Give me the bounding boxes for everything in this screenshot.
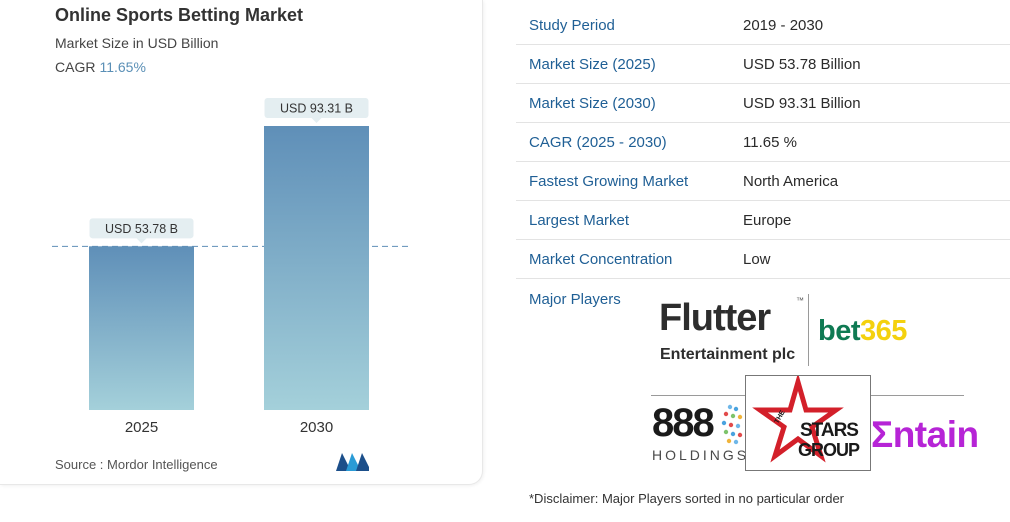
flutter-tm: ™ — [796, 296, 804, 305]
row-key: CAGR (2025 - 2030) — [529, 133, 667, 151]
row-value: 11.65 % — [743, 133, 797, 151]
mordor-intelligence-logo — [336, 453, 369, 471]
row-key: Fastest Growing Market — [529, 172, 689, 190]
flutter-logo: Flutter — [659, 297, 771, 339]
row-value: Europe — [743, 211, 792, 229]
data-label-text: USD 93.31 B — [280, 102, 353, 116]
888-holdings-subtitle: HOLDINGS — [652, 447, 750, 463]
data-label-text: USD 53.78 B — [105, 222, 178, 236]
row-value: Low — [743, 250, 771, 268]
row-value: USD 93.31 Billion — [743, 94, 861, 112]
table-row: Market Concentration Low — [516, 240, 1010, 279]
row-value: USD 53.78 Billion — [743, 55, 861, 73]
row-key: Market Concentration — [529, 250, 673, 268]
chart-title: Online Sports Betting Market — [55, 5, 304, 25]
stars-group-word: GROUP — [798, 440, 860, 460]
bet365-part1: bet — [818, 315, 861, 347]
data-label-2030: USD 93.31 B — [264, 98, 369, 123]
stars-group-logo-box: THE STARS GROUP — [745, 372, 871, 471]
logo-divider — [808, 294, 809, 366]
table-row: Largest Market Europe — [516, 201, 1010, 240]
data-label-2025: USD 53.78 B — [89, 218, 194, 244]
category-label-2025: 2025 — [125, 419, 158, 436]
cagr-label: CAGR — [55, 59, 96, 75]
row-key: Market Size (2025) — [529, 55, 656, 73]
chart-card: Online Sports Betting Market Market Size… — [0, 0, 483, 485]
bet365-part2: 365 — [860, 315, 907, 347]
table-row: Study Period 2019 - 2030 — [516, 6, 1010, 45]
major-players-label: Major Players — [529, 291, 621, 308]
table-row: Market Size (2025) USD 53.78 Billion — [516, 45, 1010, 84]
table-row: Market Size (2030) USD 93.31 Billion — [516, 84, 1010, 123]
cagr-line: CAGR 11.65% — [55, 59, 146, 75]
bar-2025 — [89, 246, 194, 410]
888-dots-icon — [721, 404, 743, 445]
table-row: Fastest Growing Market North America — [516, 162, 1010, 201]
888-holdings-logo: 888 — [652, 401, 715, 445]
chart-subtitle: Market Size in USD Billion — [55, 35, 219, 51]
disclaimer-text: *Disclaimer: Major Players sorted in no … — [529, 491, 845, 506]
flutter-subtitle: Entertainment plc — [660, 346, 796, 363]
row-key: Largest Market — [529, 211, 630, 229]
market-summary-table: Study Period 2019 - 2030 Market Size (2025… — [516, 6, 1010, 279]
row-value: North America — [743, 172, 839, 190]
bet365-logo: bet365 — [818, 314, 907, 348]
row-key: Market Size (2030) — [529, 94, 656, 112]
category-label-2030: 2030 — [300, 419, 333, 436]
stars-group-logo: THE STARS GROUP — [752, 372, 861, 463]
bar-chart: USD 53.78 B 2025 USD 93.31 B 2030 — [52, 98, 408, 436]
cagr-value: 11.65% — [99, 59, 146, 75]
source-text: Source : Mordor Intelligence — [55, 457, 218, 472]
table-row: CAGR (2025 - 2030) 11.65 % — [516, 123, 1010, 162]
entain-logo: Σntain — [871, 414, 979, 455]
row-key: Study Period — [529, 16, 615, 34]
stars-word: STARS — [800, 420, 858, 441]
row-value: 2019 - 2030 — [743, 16, 824, 34]
bar-2030 — [264, 126, 369, 410]
